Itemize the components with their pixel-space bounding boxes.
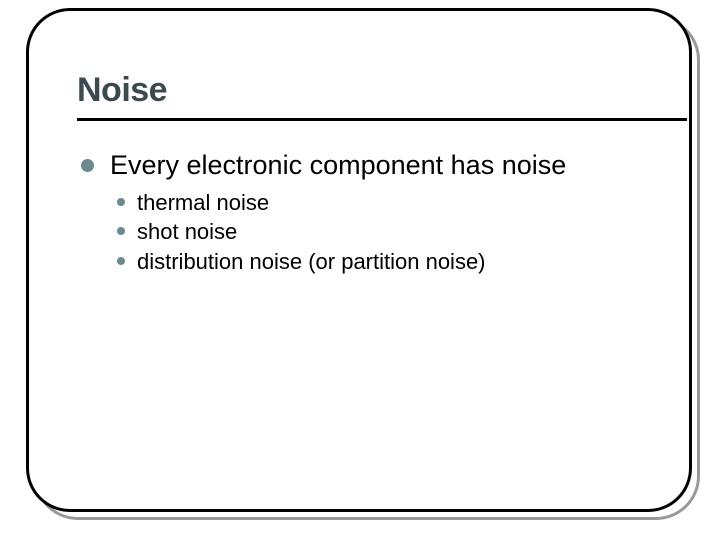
sub-bullet-list: thermal noise shot noise distribution no… — [117, 189, 649, 276]
sub-bullet-text: distribution noise (or partition noise) — [137, 248, 486, 276]
slide-content: Noise Every electronic component has noi… — [77, 71, 649, 277]
title-underline — [77, 118, 687, 121]
main-bullet-row: Every electronic component has noise — [81, 149, 649, 183]
bullet-icon — [117, 257, 125, 265]
slide-frame: Noise Every electronic component has noi… — [26, 8, 692, 512]
bullet-icon — [81, 159, 94, 172]
bullet-icon — [117, 198, 125, 206]
list-item: distribution noise (or partition noise) — [117, 248, 649, 276]
sub-bullet-text: shot noise — [137, 218, 237, 246]
slide-title: Noise — [77, 71, 649, 116]
main-bullet-text: Every electronic component has noise — [110, 149, 566, 183]
list-item: shot noise — [117, 218, 649, 246]
sub-bullet-text: thermal noise — [137, 189, 269, 217]
list-item: thermal noise — [117, 189, 649, 217]
bullet-icon — [117, 227, 125, 235]
